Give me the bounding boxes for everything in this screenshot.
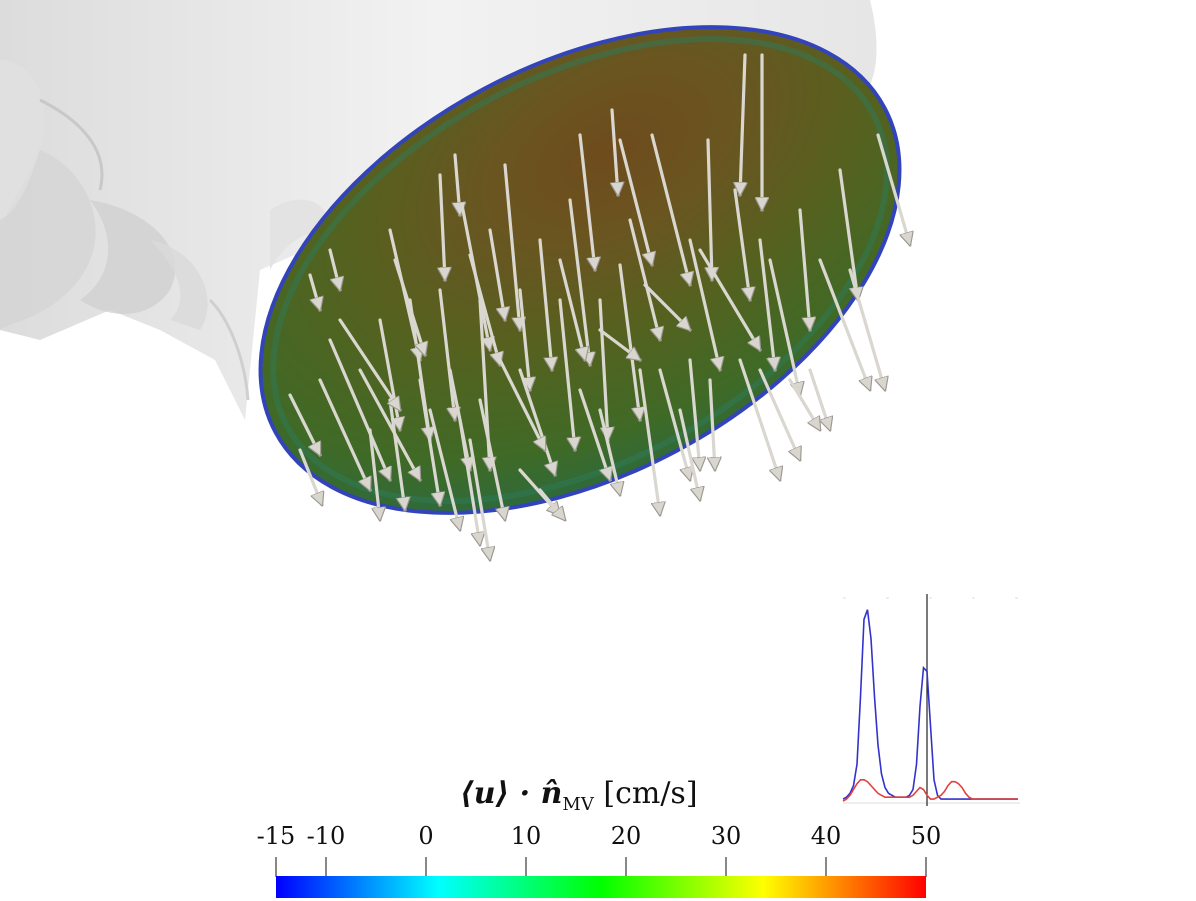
velocity-arrow [458, 418, 480, 545]
velocity-arrow [428, 408, 460, 530]
velocity-arrow [798, 208, 810, 330]
velocity-arrow [438, 288, 455, 420]
velocity-arrow [468, 253, 500, 365]
velocity-arrow [288, 393, 322, 455]
inset-series-red [842, 779, 1018, 802]
velocity-arrow [558, 258, 585, 360]
colorbar-title: ⟨u⟩ · n̂MV [cm/s] [460, 776, 740, 815]
colorbar-tick-label: 40 [810, 822, 842, 850]
velocity-arrow [558, 298, 575, 450]
velocity-arrow [758, 368, 800, 460]
velocity-arrow [328, 338, 390, 480]
velocity-arrow [638, 368, 660, 515]
velocity-arrow [618, 138, 652, 265]
velocity-arrow [358, 368, 422, 480]
velocity-arrow [368, 428, 380, 520]
flow-inset-plot [842, 594, 1020, 806]
velocity-arrow [455, 153, 460, 215]
velocity-arrow [740, 53, 745, 195]
velocity-arrow [688, 358, 700, 470]
velocity-arrow [338, 318, 402, 410]
velocity-arrow [643, 283, 690, 330]
velocity-arrow [578, 133, 595, 270]
velocity-arrow [848, 268, 885, 390]
velocity-arrow [612, 108, 618, 195]
velocity-arrow [598, 408, 620, 495]
velocity-arrow [678, 408, 700, 500]
velocity-arrow [768, 258, 800, 395]
velocity-arrow [568, 198, 590, 365]
velocity-arrow [328, 248, 340, 290]
velocity-arrow [788, 378, 822, 430]
colorbar-tick-label: -15 [256, 822, 296, 850]
velocity-arrow [478, 398, 505, 520]
inset-series-blue [842, 609, 1018, 800]
velocity-arrow [708, 138, 712, 280]
velocity-arrow [440, 173, 445, 280]
velocity-arrow [758, 238, 775, 370]
velocity-arrow [808, 368, 830, 430]
vessel-surface [0, 0, 877, 420]
velocity-arrow [738, 358, 780, 480]
colorbar-tick-label: 0 [418, 822, 434, 850]
velocity-arrow [628, 218, 660, 340]
velocity-arrow [578, 388, 610, 480]
velocity-arrow [876, 133, 910, 245]
colorbar-tick-label: 30 [710, 822, 742, 850]
velocity-arrow [598, 328, 640, 360]
colorbar-title-unit: [cm/s] [603, 776, 698, 811]
velocity-arrow [658, 368, 690, 480]
velocity-arrow [503, 163, 520, 330]
velocity-arrow [688, 238, 720, 370]
velocity-arrow [298, 448, 322, 505]
velocity-arrow [538, 238, 552, 370]
velocity-arrow [818, 258, 870, 390]
velocity-arrow [733, 188, 750, 300]
velocity-arrows [288, 53, 910, 560]
velocity-arrow [838, 168, 858, 300]
velocity-arrow [518, 288, 530, 390]
colorbar-tick-label: 20 [610, 822, 642, 850]
velocity-arrow [650, 133, 690, 285]
velocity-arrow [598, 298, 608, 440]
velocity-arrow [488, 228, 505, 320]
colorbar-tick-marks [275, 857, 927, 877]
velocity-arrow [418, 378, 440, 505]
velocity-arrow [388, 398, 405, 510]
velocity-arrow [710, 378, 715, 470]
velocity-arrow [538, 488, 565, 520]
velocity-arrow [518, 368, 555, 475]
velocity-arrow [618, 263, 640, 420]
velocity-arrow [468, 438, 490, 560]
velocity-arrow [318, 378, 370, 490]
colorbar-tick-label: 10 [510, 822, 542, 850]
colorbar-tick-label: 50 [910, 822, 942, 850]
colorbar-gradient [276, 876, 926, 898]
velocity-arrow [393, 258, 425, 355]
colorbar-title-sub: MV [562, 794, 594, 815]
colorbar-title-main: ⟨u⟩ · n̂ [460, 776, 563, 811]
velocity-arrow [698, 248, 762, 350]
velocity-arrow [498, 358, 547, 450]
velocity-arrow [308, 273, 320, 310]
colorbar-tick-label: -10 [306, 822, 346, 850]
